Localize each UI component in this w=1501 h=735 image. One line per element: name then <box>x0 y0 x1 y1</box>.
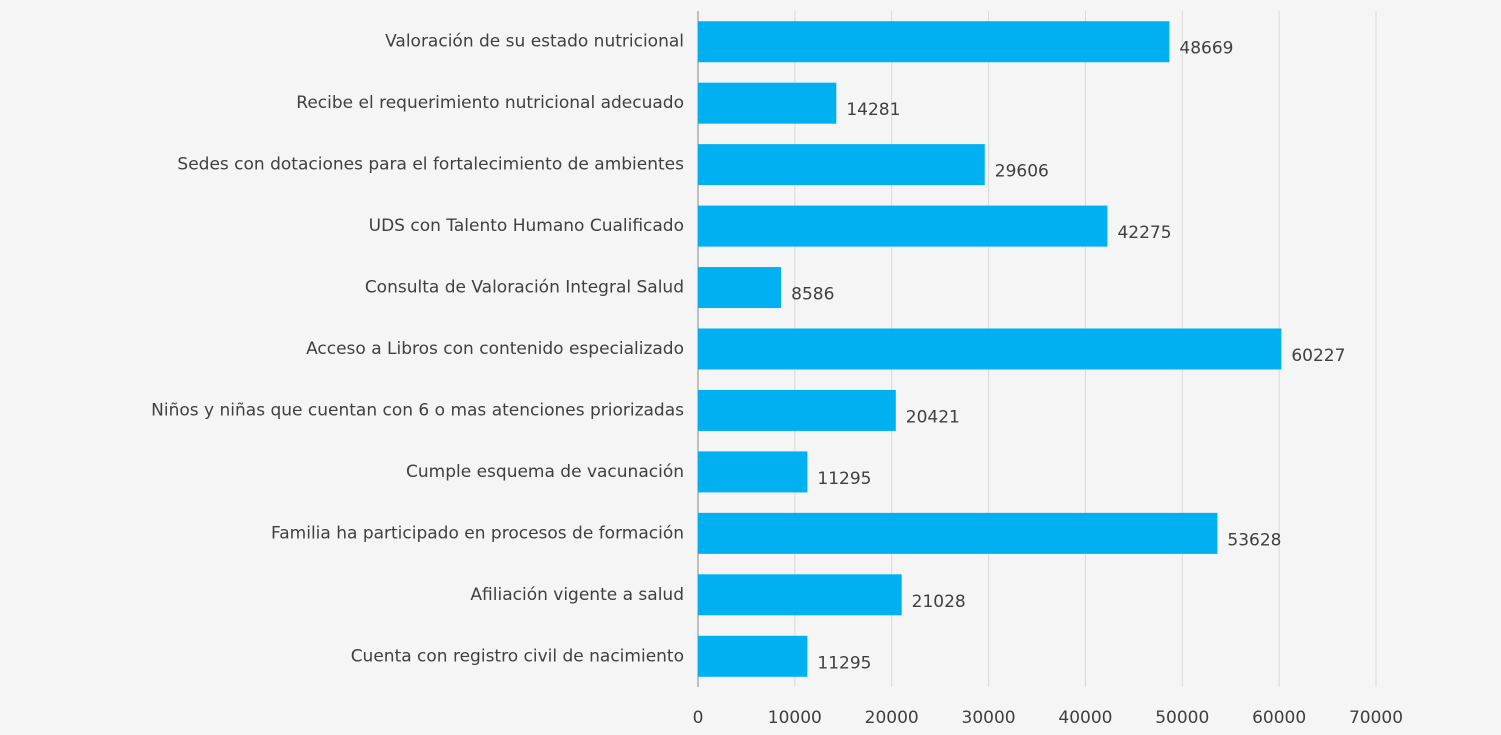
x-tick-label: 0 <box>693 708 704 728</box>
bar <box>698 389 896 431</box>
x-tick-label: 30000 <box>962 708 1016 728</box>
y-tick-label: Familia ha participado en procesos de fo… <box>271 523 684 543</box>
y-tick-label: Cumple esquema de vacunación <box>406 462 684 482</box>
value-label: 48669 <box>1179 39 1233 59</box>
x-tick-label: 10000 <box>768 708 822 728</box>
x-tick-label: 60000 <box>1252 708 1306 728</box>
value-label: 42275 <box>1117 223 1171 243</box>
y-tick-label: Niños y niñas que cuentan con 6 o mas at… <box>151 400 684 420</box>
bar <box>698 328 1282 370</box>
y-tick-label: Cuenta con registro civil de nacimiento <box>351 646 684 666</box>
x-tick-label: 20000 <box>865 708 919 728</box>
y-tick-label: Recibe el requerimiento nutricional adec… <box>296 93 684 113</box>
value-label: 8586 <box>791 285 834 305</box>
value-label: 11295 <box>817 653 871 673</box>
bar <box>698 205 1108 247</box>
bar <box>698 267 782 309</box>
bar <box>698 21 1170 63</box>
bar <box>698 574 902 616</box>
x-tick-label: 70000 <box>1349 708 1403 728</box>
value-label: 14281 <box>846 100 900 120</box>
bar <box>698 451 808 493</box>
value-label: 53628 <box>1227 530 1281 550</box>
value-label: 21028 <box>912 592 966 612</box>
y-tick-label: Acceso a Libros con contenido especializ… <box>306 339 684 359</box>
x-tick-label: 40000 <box>1058 708 1112 728</box>
y-tick-label: UDS con Talento Humano Cualificado <box>369 216 684 236</box>
y-tick-label: Sedes con dotaciones para el fortalecimi… <box>177 155 684 175</box>
y-tick-label: Consulta de Valoración Integral Salud <box>365 278 684 298</box>
value-label: 11295 <box>817 469 871 489</box>
bar <box>698 144 985 186</box>
y-tick-label: Valoración de su estado nutricional <box>385 32 684 52</box>
bar <box>698 635 808 677</box>
bar <box>698 512 1218 554</box>
x-tick-label: 50000 <box>1155 708 1209 728</box>
value-label: 29606 <box>995 162 1049 182</box>
bar <box>698 82 837 124</box>
value-label: 20421 <box>906 407 960 427</box>
y-tick-label: Afiliación vigente a salud <box>470 585 684 605</box>
value-label: 60227 <box>1291 346 1345 366</box>
